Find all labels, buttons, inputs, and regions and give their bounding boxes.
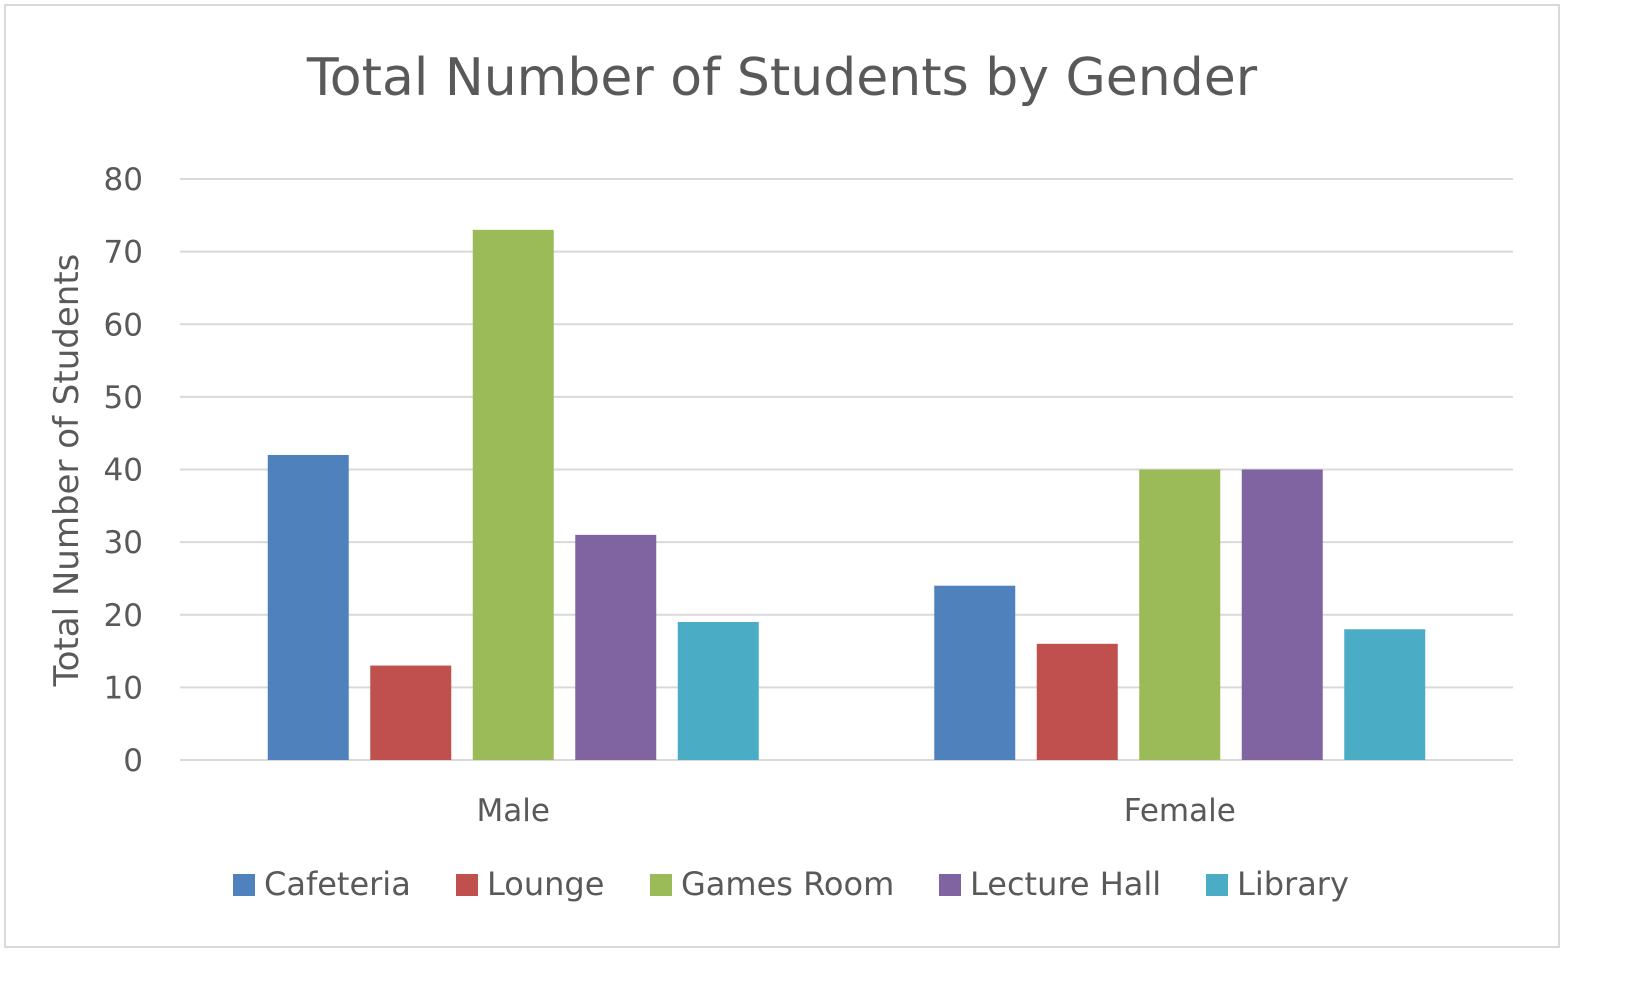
bar-lounge-male [370, 665, 452, 760]
bar-library-female [1344, 629, 1426, 760]
y-tick-label: 50 [104, 380, 143, 416]
bar-cafeteria-female [934, 585, 1016, 760]
legend-item-lounge: Lounge [456, 865, 604, 903]
y-axis-ticks: 0 10 20 30 40 50 60 70 80 [104, 162, 143, 779]
chart-title: Total Number of Students by Gender [306, 48, 1258, 108]
legend-label: Lounge [487, 865, 604, 903]
legend-item-lecture-hall: Lecture Hall [939, 865, 1161, 903]
bar-lecture-hall-male [575, 534, 657, 760]
bar-games-room-male [472, 229, 554, 760]
legend-label: Lecture Hall [970, 865, 1161, 903]
y-tick-label: 60 [104, 307, 143, 343]
x-category-label: Female [1124, 793, 1236, 829]
bars [267, 229, 1426, 760]
legend-swatch [456, 874, 478, 896]
y-tick-label: 70 [104, 235, 143, 271]
bar-library-male [677, 622, 759, 760]
legend-swatch [1206, 874, 1228, 896]
legend-label: Library [1237, 865, 1349, 903]
legend-label: Games Room [681, 865, 894, 903]
legend-swatch [233, 874, 255, 896]
legend: Cafeteria Lounge Games Room Lecture Hall Lib… [233, 865, 1349, 903]
legend-swatch [650, 874, 672, 896]
y-tick-label: 0 [123, 743, 143, 779]
y-tick-label: 30 [104, 525, 143, 561]
legend-label: Cafeteria [264, 865, 411, 903]
y-tick-label: 80 [104, 162, 143, 198]
bar-games-room-female [1139, 469, 1221, 760]
y-tick-label: 20 [104, 598, 143, 634]
bar-cafeteria-male [267, 454, 349, 760]
x-category-label: Male [477, 793, 550, 829]
y-tick-label: 10 [104, 670, 143, 706]
legend-swatch [939, 874, 961, 896]
legend-item-library: Library [1206, 865, 1349, 903]
legend-item-cafeteria: Cafeteria [233, 865, 411, 903]
bar-lecture-hall-female [1241, 469, 1323, 760]
legend-item-games-room: Games Room [650, 865, 894, 903]
bar-lounge-female [1036, 643, 1118, 760]
y-axis-title: Total Number of Students [47, 254, 87, 688]
x-axis-categories: Male Female [477, 793, 1236, 829]
y-tick-label: 40 [104, 453, 143, 489]
